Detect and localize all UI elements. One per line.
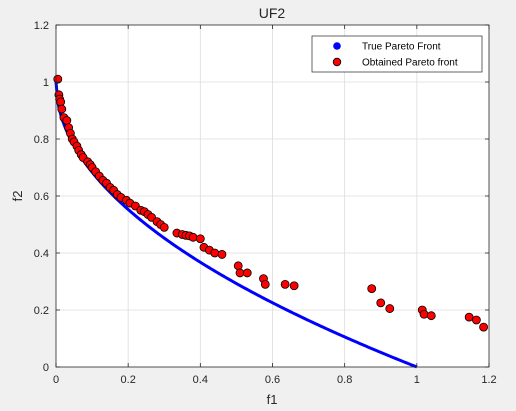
chart-title: UF2 bbox=[259, 5, 286, 21]
x-tick-label: 1.2 bbox=[481, 374, 496, 386]
obtained-pareto-point bbox=[419, 309, 429, 319]
axis-ticks: 0 0.2 0.4 0.6 0.8 1 1.2 0 0.2 0.4 0.6 0.8 1 1.2 bbox=[34, 20, 497, 386]
obtained-pareto-point bbox=[57, 104, 67, 114]
obtained-pareto-point bbox=[235, 268, 245, 278]
y-tick-label: 0.6 bbox=[34, 191, 49, 203]
legend: True Pareto Front Obtained Pareto front bbox=[311, 35, 483, 73]
x-tick-label: 1 bbox=[414, 374, 420, 386]
obtained-pareto-point bbox=[385, 304, 395, 313]
legend-true-pareto-label: True Pareto Front bbox=[362, 42, 441, 53]
grid-lines bbox=[56, 25, 489, 367]
y-axis-label: f2 bbox=[10, 191, 25, 202]
x-tick-label: 0.2 bbox=[121, 374, 136, 386]
x-tick-label: 0 bbox=[53, 374, 59, 386]
y-tick-label: 1 bbox=[43, 77, 49, 89]
obtained-pareto-point bbox=[217, 250, 227, 259]
x-axis-label: f1 bbox=[267, 392, 278, 407]
obtained-pareto-point bbox=[471, 315, 481, 325]
obtained-pareto-point bbox=[210, 248, 220, 258]
y-tick-label: 0.2 bbox=[34, 305, 49, 317]
legend-box bbox=[311, 35, 483, 73]
obtained-pareto-point bbox=[376, 298, 386, 308]
legend-obtained-pareto-label: Obtained Pareto front bbox=[362, 58, 458, 69]
y-tick-label: 1.2 bbox=[34, 20, 49, 32]
y-tick-label: 0.4 bbox=[34, 248, 49, 260]
obtained-pareto-point bbox=[159, 222, 169, 232]
obtained-pareto-point bbox=[56, 97, 66, 107]
obtained-pareto-point bbox=[426, 311, 436, 321]
legend-obtained-pareto-marker bbox=[332, 57, 342, 67]
x-tick-label: 0.4 bbox=[193, 374, 208, 386]
obtained-pareto-point bbox=[464, 312, 474, 322]
obtained-pareto-point bbox=[260, 279, 270, 289]
obtained-pareto-point bbox=[242, 268, 252, 278]
obtained-pareto-point bbox=[289, 281, 299, 291]
legend-true-pareto-marker bbox=[333, 42, 341, 50]
x-tick-label: 0.8 bbox=[337, 374, 352, 386]
obtained-pareto-point bbox=[479, 322, 488, 332]
x-tick-label: 0.6 bbox=[265, 374, 280, 386]
obtained-pareto-point bbox=[367, 284, 377, 294]
y-tick-label: 0 bbox=[43, 362, 49, 374]
obtained-pareto-point bbox=[62, 116, 72, 125]
obtained-pareto-point bbox=[280, 279, 290, 289]
obtained-pareto-point bbox=[188, 232, 198, 242]
y-tick-label: 0.8 bbox=[34, 134, 49, 146]
series-layer bbox=[53, 74, 488, 369]
obtained-pareto-point bbox=[195, 234, 205, 244]
obtained-pareto-point bbox=[233, 261, 243, 271]
